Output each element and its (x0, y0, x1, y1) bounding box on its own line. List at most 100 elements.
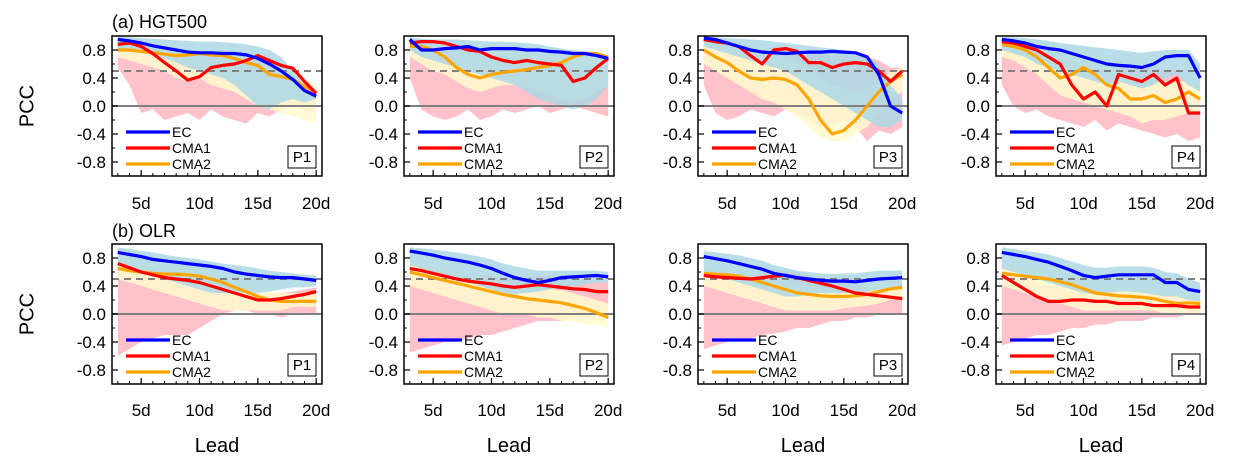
x-tick-label: 15d (536, 194, 564, 213)
series-line-cma1 (117, 41, 318, 95)
series-line-ec (703, 255, 903, 284)
x-axis-label: Lead (1079, 435, 1124, 457)
series-line-cma2 (409, 270, 609, 319)
panel-tag-box (287, 353, 317, 377)
y-tick-label: 0.4 (82, 69, 106, 88)
x-tick-label: 20d (1186, 401, 1214, 420)
panel-tag-label: P2 (585, 149, 603, 166)
x-tick-label: 10d (771, 194, 799, 213)
series-line-cma2 (1001, 42, 1202, 105)
panel-tag-box (873, 145, 903, 169)
y-tick-label: -0.4 (663, 333, 692, 352)
plot-area (112, 36, 322, 124)
x-tick-label: 15d (1128, 194, 1156, 213)
y-tick-label: -0.8 (369, 153, 398, 172)
x-tick-label: 15d (1128, 401, 1156, 420)
panel-tag-box (873, 353, 903, 377)
y-tick-label: -0.4 (961, 333, 990, 352)
y-tick-label: 0.8 (82, 41, 106, 60)
legend-label-cma2: CMA2 (758, 364, 797, 380)
y-tick-label: 0.4 (668, 69, 692, 88)
legend-label-cma2: CMA2 (464, 156, 503, 172)
legend-label-cma1: CMA1 (464, 348, 503, 364)
y-tick-label: 0.8 (374, 41, 398, 60)
plot-area (404, 247, 614, 353)
plot-area (996, 36, 1206, 141)
y-tick-label: -0.4 (961, 125, 990, 144)
y-tick-label: -0.8 (77, 361, 106, 380)
panel-tag-label: P3 (879, 149, 897, 166)
y-tick-label: 0.4 (374, 277, 398, 296)
x-tick-label: 15d (536, 401, 564, 420)
y-tick-label: -0.4 (77, 125, 106, 144)
series-line-cma2 (702, 48, 904, 136)
band-ec (117, 247, 317, 293)
y-tick-label: 0.0 (82, 305, 106, 324)
y-tick-label: 0.4 (966, 277, 990, 296)
x-tick-label: 5d (1016, 194, 1035, 213)
x-tick-label: 10d (1069, 194, 1097, 213)
legend-label-ec: EC (1056, 124, 1075, 140)
y-tick-label: 0.8 (668, 41, 692, 60)
legend-label-ec: EC (758, 332, 777, 348)
panel-tag-label: P3 (879, 357, 897, 374)
legend-label-cma1: CMA1 (464, 140, 503, 156)
legend-label-cma2: CMA2 (172, 156, 211, 172)
series-line-cma1 (409, 39, 610, 84)
legend-label-ec: EC (172, 124, 191, 140)
legend-label-ec: EC (172, 332, 191, 348)
x-tick-label: 5d (132, 194, 151, 213)
y-tick-label: 0.0 (82, 97, 106, 116)
panel-tag-label: P4 (1177, 149, 1195, 166)
y-axis-label-b: PCC (16, 293, 38, 335)
x-tick-label: 5d (424, 194, 443, 213)
series-line-ec (703, 36, 904, 115)
x-axis-label: Lead (781, 435, 826, 457)
y-tick-label: 0.0 (966, 97, 990, 116)
x-tick-label: 5d (718, 401, 737, 420)
y-tick-label: 0.0 (374, 305, 398, 324)
panel-tag-label: P1 (293, 357, 311, 374)
y-tick-label: 0.8 (966, 41, 990, 60)
legend-label-cma1: CMA1 (758, 348, 797, 364)
x-tick-label: 20d (1186, 194, 1214, 213)
y-tick-label: -0.8 (961, 361, 990, 380)
band-ec (409, 37, 609, 110)
y-tick-label: 0.4 (82, 277, 106, 296)
y-tick-label: -0.8 (961, 153, 990, 172)
x-tick-label: 10d (477, 401, 505, 420)
plot-area (698, 36, 908, 141)
y-tick-label: -0.8 (663, 153, 692, 172)
y-axis-label-a: PCC (16, 85, 38, 127)
series-line-cma1 (1000, 274, 1201, 309)
legend-label-cma1: CMA1 (758, 140, 797, 156)
plot-area (404, 37, 614, 120)
x-tick-label: 15d (830, 194, 858, 213)
x-tick-label: 20d (594, 401, 622, 420)
x-tick-label: 15d (244, 194, 272, 213)
y-tick-label: 0.8 (668, 249, 692, 268)
y-tick-label: -0.8 (663, 361, 692, 380)
legend-label-ec: EC (1056, 332, 1075, 348)
y-tick-label: -0.4 (77, 333, 106, 352)
y-tick-label: 0.4 (374, 69, 398, 88)
y-tick-label: 0.8 (966, 249, 990, 268)
series-line-cma2 (409, 44, 609, 80)
y-tick-label: -0.4 (663, 125, 692, 144)
x-tick-label: 20d (302, 194, 330, 213)
y-tick-label: -0.4 (369, 333, 398, 352)
legend-label-cma2: CMA2 (1056, 156, 1095, 172)
series-line-ec (1001, 250, 1201, 294)
x-tick-label: 20d (302, 401, 330, 420)
band-ec (1001, 247, 1201, 302)
band-ec (703, 251, 903, 297)
x-tick-label: 5d (132, 401, 151, 420)
